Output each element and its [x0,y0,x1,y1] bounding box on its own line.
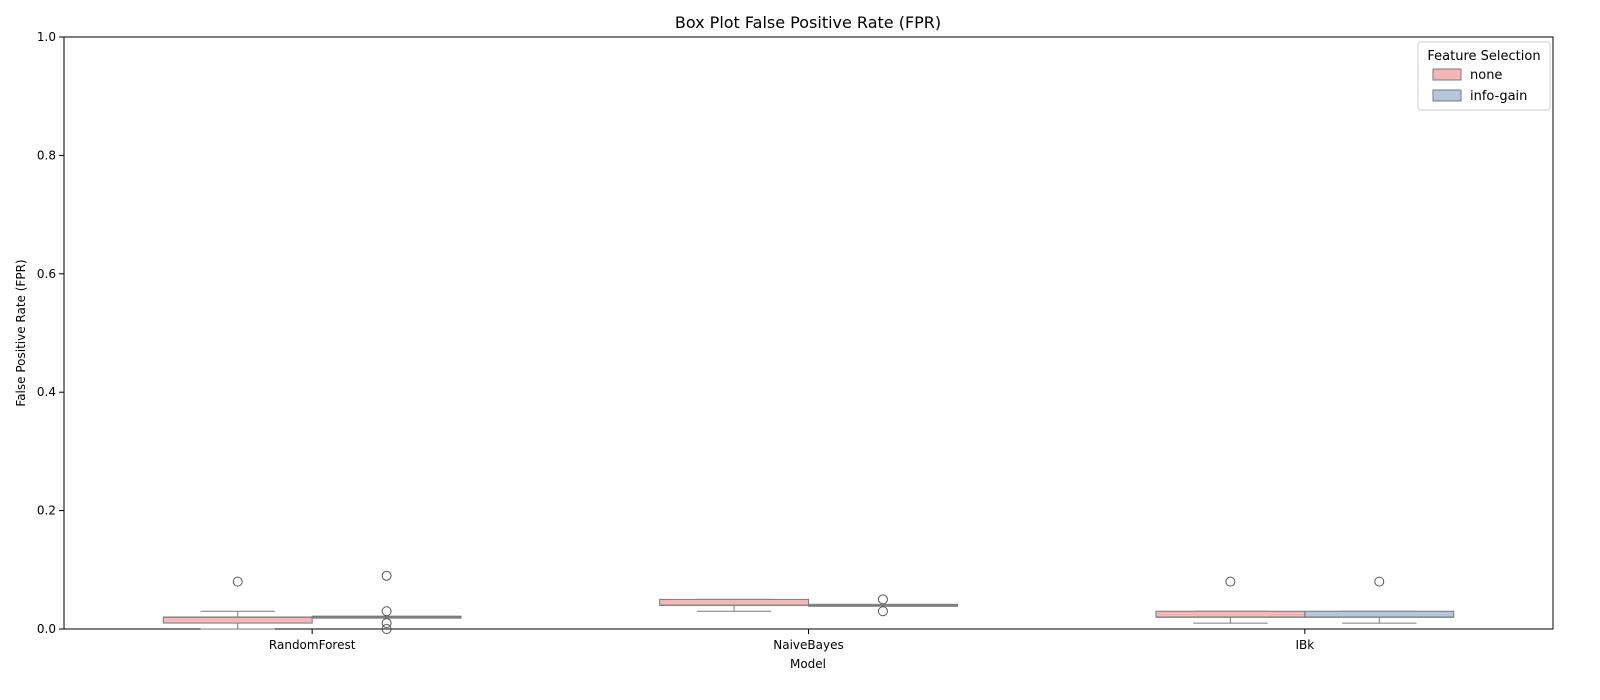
legend-title: Feature Selection [1427,49,1540,64]
y-tick-label: 0.0 [37,622,56,636]
box-none [659,598,809,606]
y-tick-label: 0.8 [37,148,56,162]
legend: Feature Selection none info-gain [1417,41,1551,111]
outlier-point [877,594,888,605]
outlier-point [381,606,392,617]
outlier-point [381,570,392,581]
box-none [1155,610,1306,618]
y-tick-label: 1.0 [37,30,56,44]
plot-frame [63,36,1554,630]
legend-swatch-none [1432,68,1462,81]
outlier-point [877,606,888,617]
legend-label-info-gain: info-gain [1470,89,1527,104]
outlier-point [1374,576,1385,587]
outlier-point [232,576,243,587]
plot-area: 0.0 0.2 0.4 0.6 0.8 1.0 RandomForest NaiveBayes… [37,30,1554,652]
x-tick-label: NaiveBayes [773,638,843,652]
x-tick-label: RandomForest [269,638,356,652]
y-tick-label: 0.6 [37,267,56,281]
y-tick-label: 0.4 [37,385,56,399]
y-axis-label: False Positive Rate (FPR) [14,259,28,406]
y-tick-label: 0.2 [37,504,56,518]
outlier-point [1225,576,1236,587]
outlier-point [381,618,392,629]
outlier-point [381,624,392,634]
legend-swatch-info-gain [1432,89,1462,102]
box-none [162,616,313,624]
x-axis-label: Model [790,657,826,671]
legend-label-none: none [1470,68,1502,83]
box-info-gain [1304,610,1455,618]
chart-title: Box Plot False Positive Rate (FPR) [675,13,941,32]
x-tick-label: IBk [1295,638,1314,652]
